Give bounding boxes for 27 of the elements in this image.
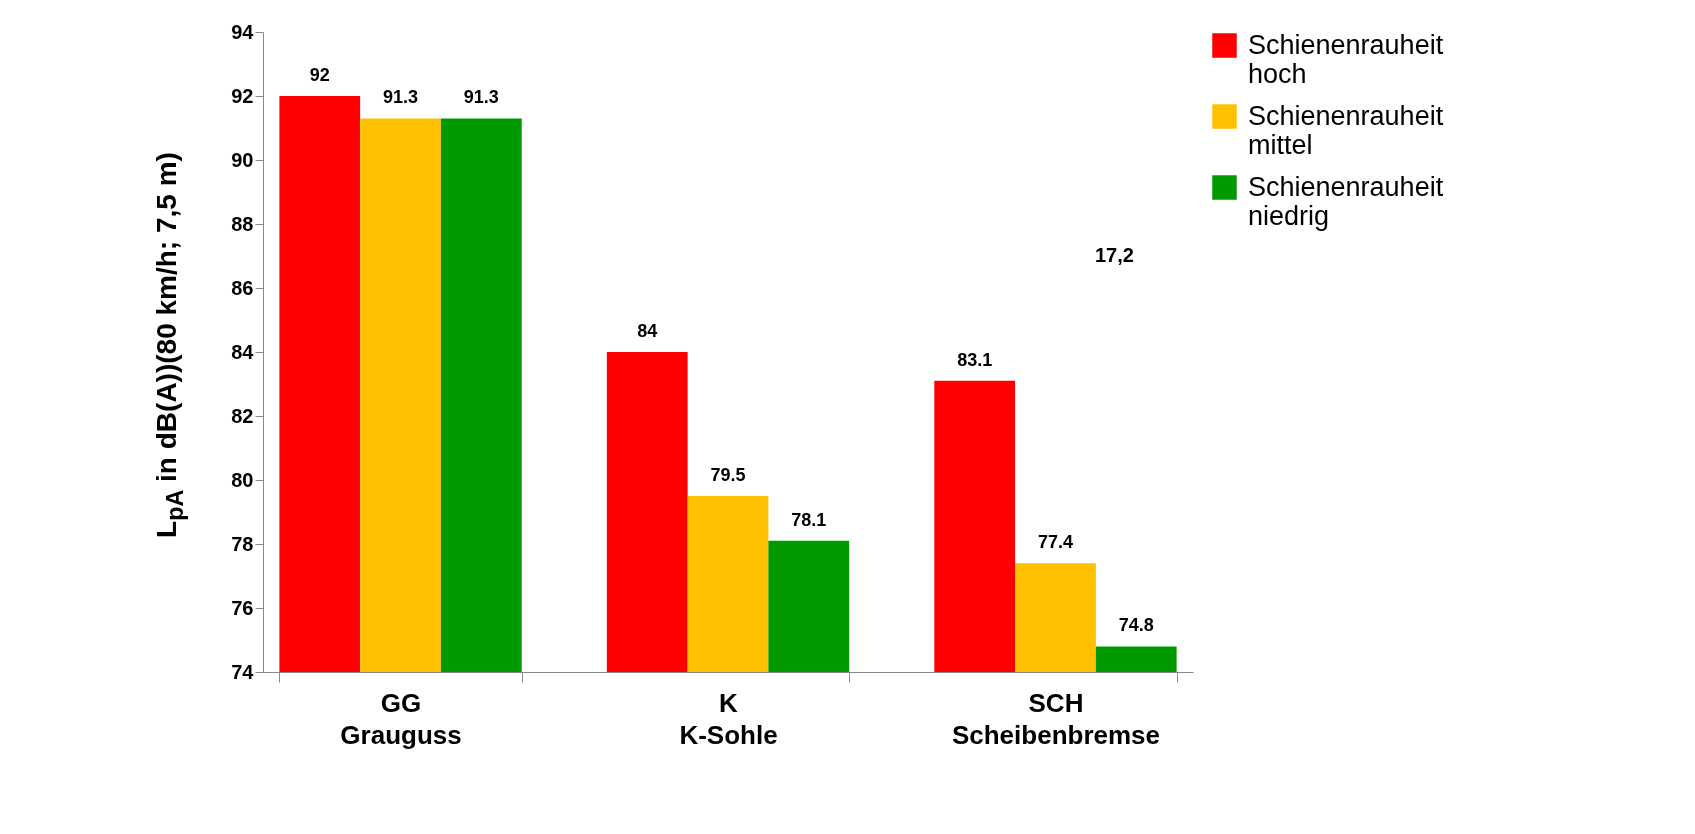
data-label: 91.3: [463, 87, 499, 108]
y-tick-label: 86: [231, 276, 254, 299]
x-tick-label: GG Grauguss: [340, 687, 462, 750]
y-tick-label: 92: [231, 84, 254, 107]
data-label: 91.3: [383, 87, 419, 108]
data-label: 79.5: [710, 465, 746, 485]
legend-label: Schienenrauheit niedrig: [1248, 171, 1444, 231]
legend-label: Schienenrauheit hoch: [1248, 29, 1444, 89]
annotation: 17,2: [1095, 244, 1134, 267]
y-tick-label: 78: [231, 532, 254, 555]
y-tick-label: 88: [231, 212, 254, 235]
y-tick-label: 94: [231, 20, 255, 43]
y-tick-label: 82: [231, 404, 254, 427]
data-label: 84: [637, 321, 658, 341]
y-tick-label: 74: [231, 660, 255, 683]
x-tick-label: SCH Scheibenbremse: [951, 687, 1161, 750]
data-label: 83.1: [957, 349, 993, 370]
data-label: 78.1: [791, 509, 827, 530]
x-tick-label: K K-Sohle: [679, 687, 778, 750]
y-tick-label: 84: [231, 340, 255, 363]
data-label: 74.8: [1118, 615, 1154, 636]
y-tick-label: 90: [231, 148, 254, 171]
y-tick-label: 80: [231, 468, 254, 491]
data-label: 77.4: [1037, 532, 1073, 553]
legend-label: Schienenrauheit mittel: [1248, 100, 1444, 160]
data-label: 92: [309, 65, 330, 85]
y-tick-label: 76: [231, 596, 254, 619]
